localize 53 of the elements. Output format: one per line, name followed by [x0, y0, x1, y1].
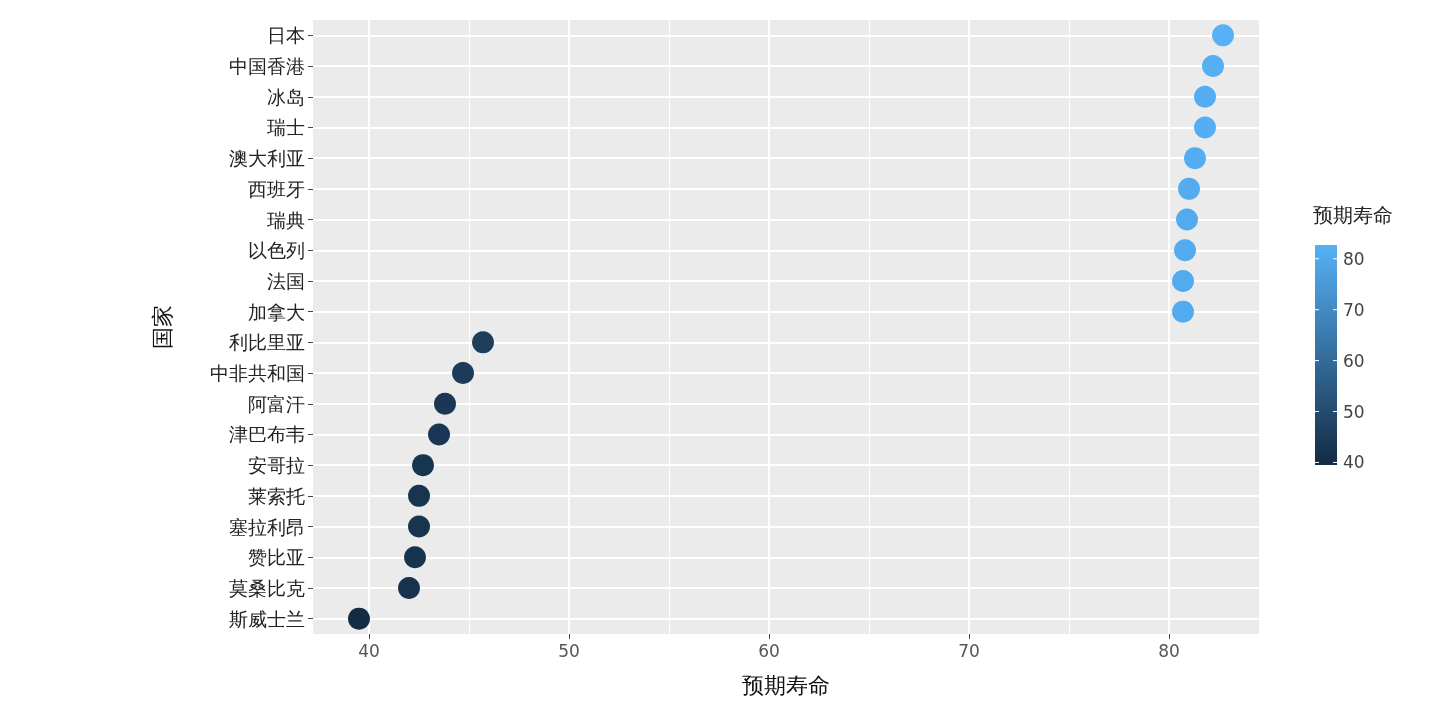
point	[1176, 208, 1198, 231]
point	[428, 423, 450, 446]
y-tick-label: 赞比亚	[248, 546, 305, 569]
point	[348, 607, 370, 630]
y-tick-label: 阿富汗	[248, 392, 305, 415]
y-tick-label: 法国	[267, 269, 305, 292]
color-bar-label: 60	[1343, 350, 1365, 371]
y-tick-label: 莫桑比克	[229, 576, 305, 599]
x-axis-title: 预期寿命	[742, 672, 830, 698]
point	[452, 362, 474, 385]
point	[404, 546, 426, 569]
color-bar-title: 预期寿命	[1313, 203, 1393, 227]
y-tick-label: 西班牙	[248, 177, 305, 200]
y-tick-label: 中国香港	[229, 55, 305, 78]
point	[434, 392, 456, 415]
point	[1172, 300, 1194, 323]
point	[1172, 269, 1194, 292]
point	[412, 454, 434, 477]
point	[408, 515, 430, 538]
y-tick-label: 利比里亚	[229, 331, 305, 354]
point	[1212, 24, 1234, 47]
color-bar-label: 80	[1343, 248, 1365, 269]
color-bar-label: 40	[1343, 452, 1365, 473]
x-tick-label: 80	[1158, 640, 1180, 661]
y-tick-label: 津巴布韦	[229, 423, 305, 446]
color-bar-label: 70	[1343, 299, 1365, 320]
point	[1174, 239, 1196, 262]
point	[1194, 85, 1216, 108]
y-tick-label: 安哥拉	[248, 454, 305, 477]
y-tick-label: 中非共和国	[210, 362, 305, 385]
y-tick-label: 加拿大	[248, 300, 305, 323]
point	[408, 484, 430, 507]
x-tick-label: 70	[958, 640, 980, 661]
y-axis-title: 国家	[149, 305, 175, 349]
point	[1202, 55, 1224, 78]
y-tick-label: 以色列	[248, 239, 305, 262]
point	[472, 331, 494, 354]
y-tick-label: 冰岛	[267, 85, 305, 108]
y-tick-label: 斯威士兰	[229, 607, 305, 630]
y-tick-label: 瑞士	[267, 116, 305, 139]
y-tick-label: 瑞典	[267, 208, 305, 231]
point	[1184, 147, 1206, 170]
y-tick-label: 澳大利亚	[229, 147, 305, 170]
color-bar-label: 50	[1343, 401, 1365, 422]
point	[1194, 116, 1216, 139]
y-tick-label: 莱索托	[248, 484, 305, 507]
y-tick-label: 塞拉利昂	[229, 515, 305, 538]
x-tick-label: 50	[558, 640, 580, 661]
y-tick-label: 日本	[267, 24, 305, 47]
point	[1178, 177, 1200, 200]
x-tick-label: 60	[758, 640, 780, 661]
x-tick-label: 40	[358, 640, 380, 661]
point	[398, 576, 420, 599]
